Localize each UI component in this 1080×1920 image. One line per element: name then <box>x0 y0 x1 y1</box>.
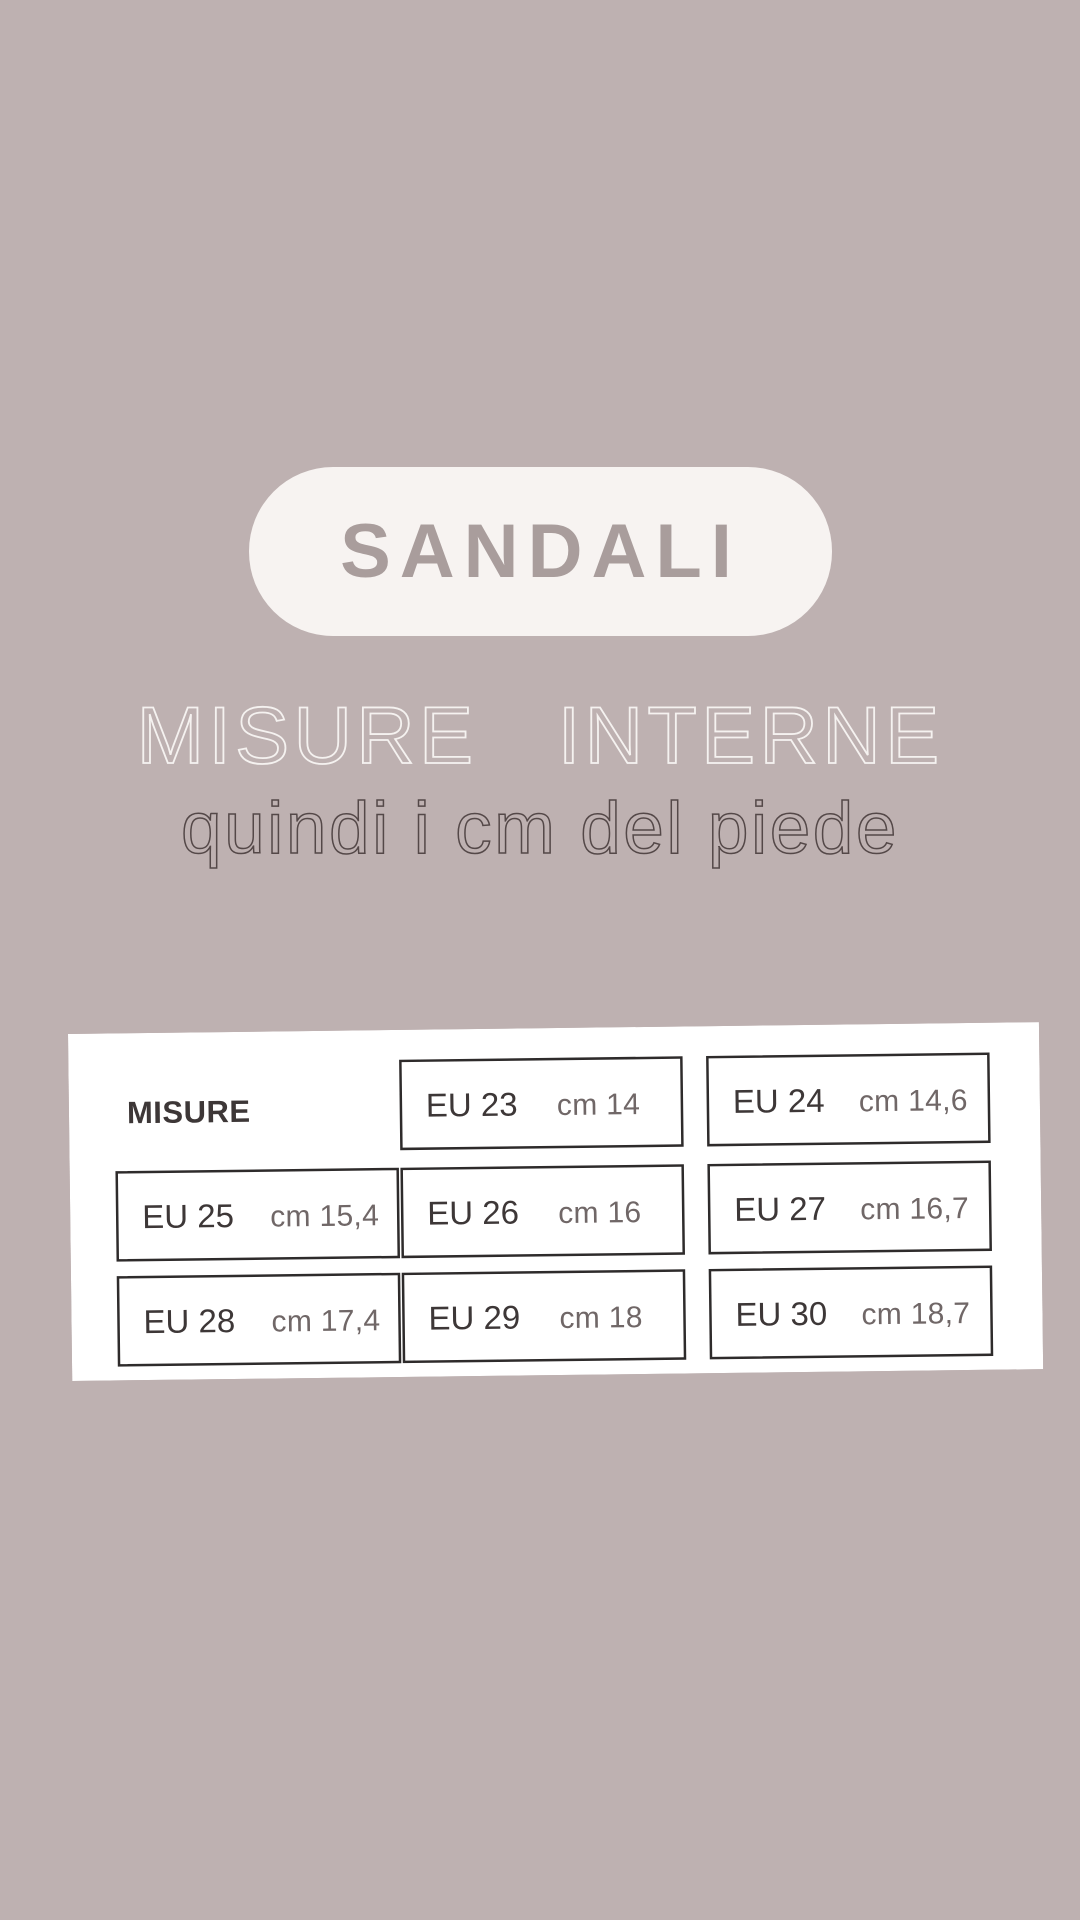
svg-text:cm 14,6: cm 14,6 <box>859 1084 968 1118</box>
svg-text:cm 15,4: cm 15,4 <box>270 1199 379 1233</box>
svg-text:EU 24: EU 24 <box>733 1082 825 1120</box>
svg-text:EU 23: EU 23 <box>426 1086 518 1124</box>
svg-text:quindi i cm del piede: quindi i cm del piede <box>181 788 899 869</box>
svg-text:EU 26: EU 26 <box>427 1194 519 1232</box>
svg-text:EU 29: EU 29 <box>428 1298 520 1336</box>
svg-text:cm 14: cm 14 <box>557 1088 641 1122</box>
svg-text:EU 27: EU 27 <box>734 1190 826 1228</box>
svg-text:EU 30: EU 30 <box>735 1295 827 1333</box>
svg-text:EU 28: EU 28 <box>143 1302 235 1340</box>
svg-text:cm 17,4: cm 17,4 <box>271 1304 380 1338</box>
svg-text:cm 18,7: cm 18,7 <box>861 1297 970 1331</box>
svg-text:cm 18: cm 18 <box>559 1301 643 1335</box>
svg-text:MISURE: MISURE <box>127 1094 251 1131</box>
svg-text:cm 16,7: cm 16,7 <box>860 1192 969 1226</box>
svg-text:EU 25: EU 25 <box>142 1197 234 1235</box>
svg-text:cm 16: cm 16 <box>558 1196 642 1230</box>
svg-text:MISURE INTERNE: MISURE INTERNE <box>137 691 944 781</box>
